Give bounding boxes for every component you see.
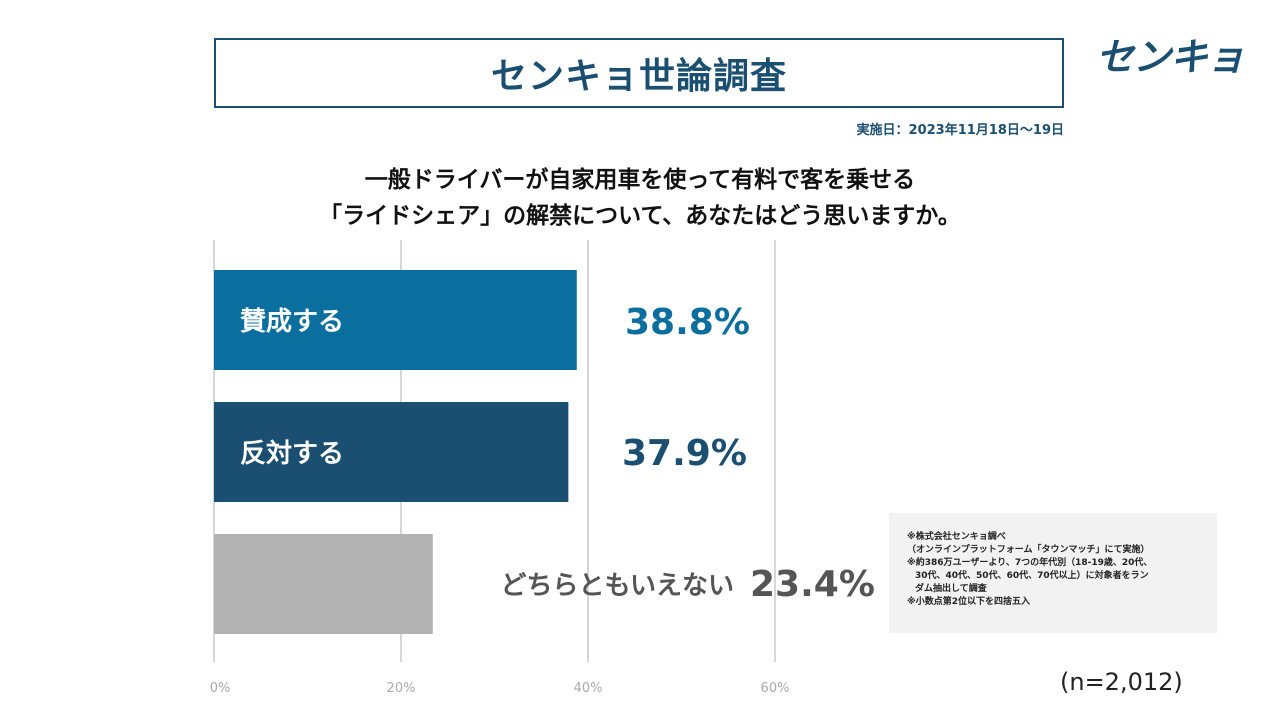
category-label: 賛成する [240, 307, 344, 337]
note-line: ダム抽出して調査 [915, 584, 987, 594]
page-title: センキョ世論調査 [214, 38, 1064, 108]
x-tick-label: 40% [574, 681, 603, 696]
bar [214, 534, 433, 634]
question-line-2: 「ライドシェア」の解禁について、あなたはどう思いますか。 [319, 203, 961, 229]
x-tick-label: 60% [761, 681, 790, 696]
bar [214, 402, 569, 502]
x-tick-label: 0% [210, 681, 231, 696]
note-line: ※株式会社センキョ調べ [907, 532, 1006, 542]
sample-size: (n=2,012) [1060, 668, 1183, 696]
value-label: 37.9% [622, 433, 747, 474]
x-tick-label: 20% [387, 681, 416, 696]
note-line: ※約386万ユーザーより、7つの年代別（18-19歳、20代、 [907, 558, 1153, 568]
value-label: 23.4% [750, 564, 875, 605]
category-label: 反対する [240, 439, 344, 469]
value-label: 38.8% [625, 302, 750, 343]
survey-date: 実施日：2023年11月18日～19日 [856, 123, 1064, 138]
note-line: ※小数点第2位以下を四捨五入 [907, 597, 1031, 607]
brand-logo: センキョ [1096, 35, 1245, 79]
note-line: （オンラインプラットフォーム「タウンマッチ」にて実施） [907, 545, 1150, 555]
category-label: どちらともいえない [501, 571, 734, 601]
note-line: 30代、40代、50代、60代、70代以上）に対象者をラン [915, 571, 1149, 581]
survey-notes: ※株式会社センキョ調べ （オンラインプラットフォーム「タウンマッチ」にて実施） … [889, 513, 1217, 633]
bar [214, 270, 577, 370]
question-line-1: 一般ドライバーが自家用車を使って有料で客を乗せる [364, 167, 916, 193]
